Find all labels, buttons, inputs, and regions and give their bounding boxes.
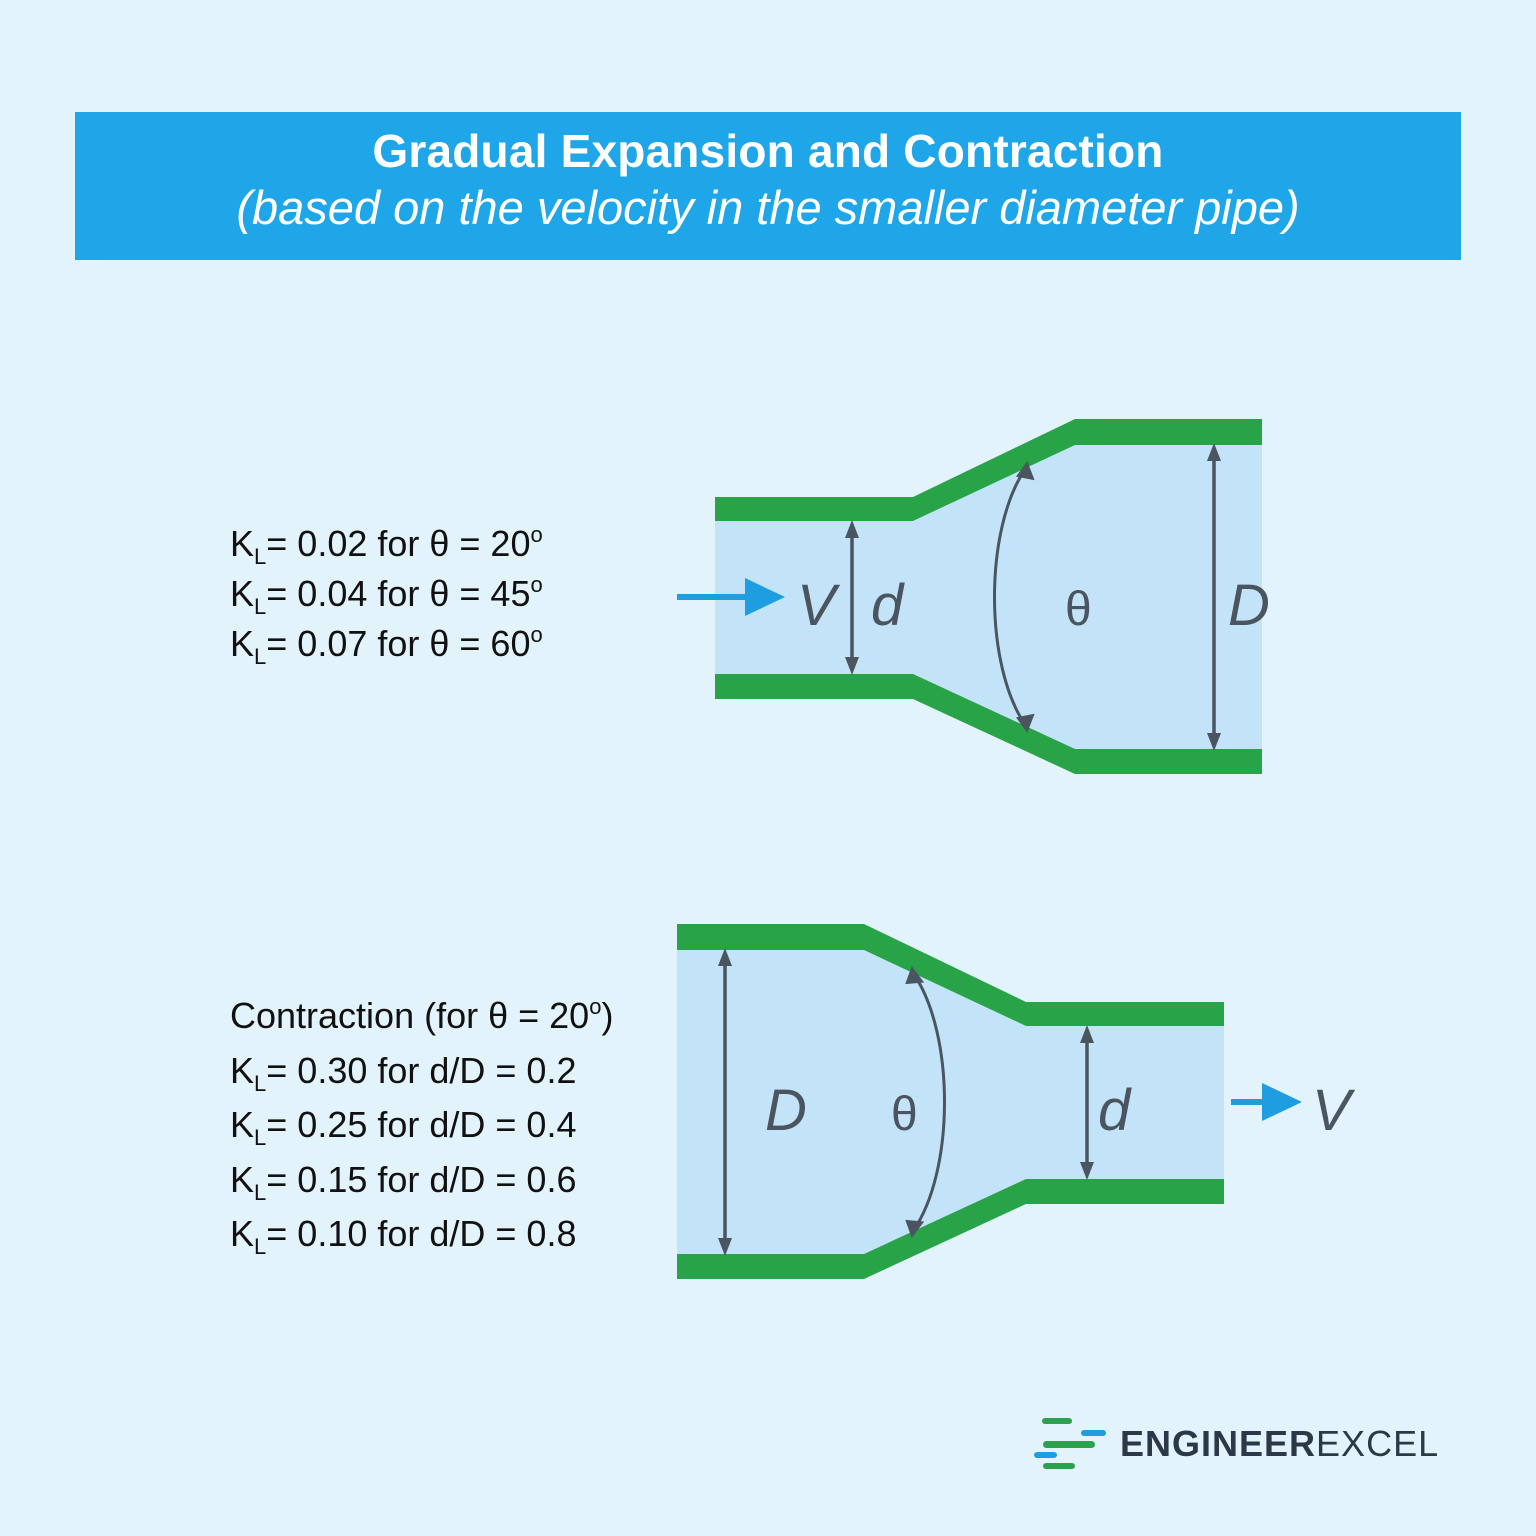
- svg-text:ENGINEEREXCEL: ENGINEEREXCEL: [1120, 1423, 1439, 1464]
